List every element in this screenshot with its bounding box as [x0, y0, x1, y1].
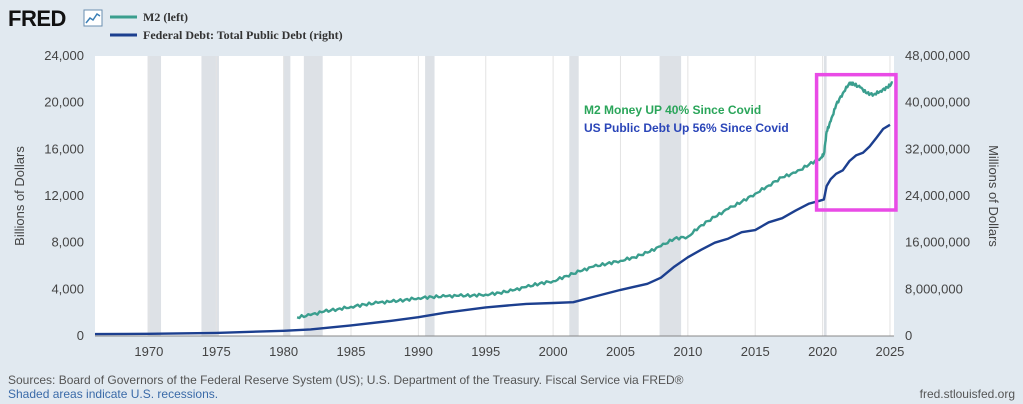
- annotation-m2: M2 Money UP 40% Since Covid: [584, 103, 761, 117]
- recession-band: [425, 56, 435, 336]
- x-tick-label: 2010: [673, 344, 702, 359]
- legend-label-m2: M2 (left): [143, 10, 188, 24]
- recession-band: [303, 56, 323, 336]
- x-tick-label: 2015: [741, 344, 770, 359]
- y-right-tick-label: 40,000,000: [905, 95, 970, 110]
- recession-band: [201, 56, 219, 336]
- y-left-tick-label: 0: [77, 328, 84, 343]
- x-tick-label: 1975: [202, 344, 231, 359]
- y-left-tick-label: 4,000: [51, 281, 84, 296]
- y-right-axis-label: Millions of Dollars: [986, 145, 1001, 247]
- recession-band: [147, 56, 162, 336]
- fred-logo[interactable]: FRED: [8, 6, 66, 31]
- x-tick-label: 2020: [808, 344, 837, 359]
- x-tick-label: 1980: [269, 344, 298, 359]
- x-tick-label: 2025: [875, 344, 904, 359]
- y-right-ticks: 0 8,000,000 16,000,000 24,000,000 32,000,000…: [905, 48, 970, 343]
- x-tick-label: 1990: [404, 344, 433, 359]
- series-line-m2: [296, 81, 894, 320]
- y-right-tick-label: 8,000,000: [905, 281, 963, 296]
- line-chart-icon: [83, 9, 103, 27]
- x-axis-ticks: 1970 1975 1980 1985 1990 1995 2000 2005 2010 2015…: [134, 344, 904, 359]
- annotation-debt: US Public Debt Up 56% Since Covid: [584, 121, 789, 135]
- sources-note: Sources: Board of Governors of the Feder…: [8, 373, 684, 387]
- series-line-federal-debt: [94, 123, 891, 336]
- x-tick-label: 2000: [539, 344, 568, 359]
- y-left-tick-label: 16,000: [44, 141, 84, 156]
- recession-band: [283, 56, 291, 336]
- y-right-tick-label: 16,000,000: [905, 235, 970, 250]
- y-right-tick-label: 0: [905, 328, 912, 343]
- recession-band: [569, 56, 579, 336]
- y-left-tick-label: 8,000: [51, 235, 84, 250]
- x-tick-label: 1985: [337, 344, 366, 359]
- x-tick-label: 1970: [134, 344, 163, 359]
- header: FRED M2 (left) Federal Debt: Total Publi…: [8, 6, 343, 42]
- recession-band: [659, 56, 682, 336]
- x-tick-label: 2005: [606, 344, 635, 359]
- y-right-tick-label: 48,000,000: [905, 48, 970, 63]
- y-left-tick-label: 12,000: [44, 188, 84, 203]
- x-tick-label: 1995: [471, 344, 500, 359]
- y-left-tick-label: 24,000: [44, 48, 84, 63]
- y-left-axis-label: Billions of Dollars: [12, 146, 27, 246]
- y-right-tick-label: 24,000,000: [905, 188, 970, 203]
- y-left-ticks: 0 4,000 8,000 12,000 16,000 20,000 24,000: [44, 48, 84, 343]
- recession-note-link[interactable]: Shaded areas indicate U.S. recessions.: [8, 387, 218, 401]
- y-left-tick-label: 20,000: [44, 95, 84, 110]
- highlight-box: [814, 72, 898, 212]
- site-link[interactable]: fred.stlouisfed.org: [920, 387, 1015, 401]
- plot-area: [95, 56, 894, 336]
- y-right-tick-label: 32,000,000: [905, 141, 970, 156]
- vertical-gridlines: [148, 56, 891, 336]
- legend-label-debt: Federal Debt: Total Public Debt (right): [143, 28, 343, 42]
